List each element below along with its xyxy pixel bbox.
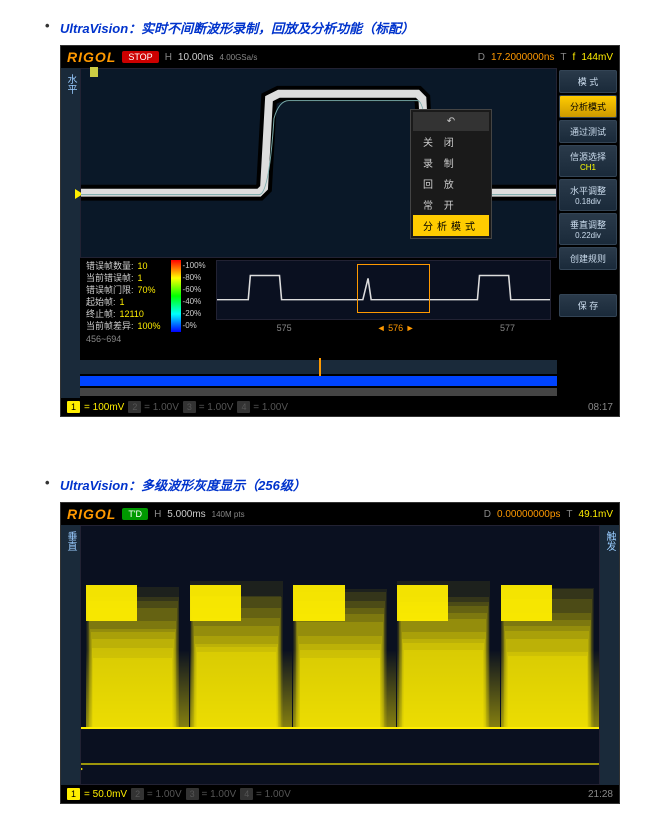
ch4[interactable]: 4 = 1.00V [240, 789, 291, 800]
context-menu: ↶ 关 闭 录 制 回 放 常 开 分析模式 [410, 109, 492, 239]
menu-source[interactable]: 信源选择 CH1 [559, 145, 617, 177]
stat-value: 70% [138, 284, 156, 296]
ch4[interactable]: 4 = 1.00V [237, 402, 288, 413]
trig-f: f [573, 52, 576, 63]
logo: RIGOL [67, 49, 116, 65]
clock: 21:28 [588, 789, 613, 800]
ctx-always-on[interactable]: 常 开 [413, 194, 489, 215]
ch2[interactable]: 2 = 1.00V [131, 789, 182, 800]
stat-value: 1 [120, 296, 125, 308]
stat-label: 错误帧数量: [86, 260, 134, 272]
menu-hadj[interactable]: 水平调整 0.18div [559, 179, 617, 211]
ch1-value: = 100mV [84, 402, 124, 413]
menu-mode[interactable]: 模 式 [559, 70, 617, 93]
h-label: H [165, 52, 172, 63]
oscilloscope-2: RIGOL T'D H 5.000ms 140M pts D 0.0000000… [60, 502, 620, 804]
timeline-3[interactable] [80, 388, 557, 396]
menu-passtest[interactable]: 通过测试 [559, 120, 617, 143]
axis-tick: ◄ 576 ► [377, 323, 415, 333]
oscilloscope-1: RIGOL STOP H 10.00ns 4.00GSa/s D 17.2000… [60, 45, 620, 417]
sample-rate: 4.00GSa/s [220, 53, 258, 62]
baseline-2 [81, 763, 599, 765]
status-badge: STOP [122, 51, 158, 63]
section-title-1: UltraVision：实时不间断波形录制，回放及分析功能（标配） [60, 18, 644, 37]
ch3[interactable]: 3 = 1.00V [186, 789, 237, 800]
main-display: ↶ 关 闭 录 制 回 放 常 开 分析模式 错误帧数量: 10 当前错误帧: 1 … [80, 68, 557, 398]
channel-row: 1 = 50.0mV 2 = 1.00V 3 = 1.00V 4 = 1.00V… [61, 785, 619, 803]
ch1-badge[interactable]: 1 [67, 788, 80, 800]
menu-vadj[interactable]: 垂直调整 0.22div [559, 213, 617, 245]
ch1-value: = 50.0mV [84, 789, 127, 800]
axis-tick: 575 [277, 323, 292, 333]
waveform-grid-2[interactable] [80, 525, 600, 785]
stat-label: 错误帧门限: [86, 284, 134, 296]
stat-value: 10 [138, 260, 148, 272]
menu-save[interactable]: 保 存 [559, 294, 617, 317]
scope-header: RIGOL T'D H 5.000ms 140M pts D 0.0000000… [61, 503, 619, 525]
timebase-value: 10.00ns [178, 52, 214, 63]
selection-box[interactable] [357, 264, 430, 313]
logo: RIGOL [67, 506, 116, 522]
stat-value: 1 [138, 272, 143, 284]
stats-labels: 错误帧数量: 10 当前错误帧: 1 错误帧门限: 70% 起始帧: 1 终止帧: 121… [86, 260, 161, 332]
d-label: D [484, 509, 491, 520]
status-badge: T'D [122, 508, 148, 520]
ctx-close[interactable]: 关 闭 [413, 131, 489, 152]
stats-panel: 错误帧数量: 10 当前错误帧: 1 错误帧门限: 70% 起始帧: 1 终止帧: 121… [80, 258, 557, 334]
waveform-grid[interactable]: ↶ 关 闭 录 制 回 放 常 开 分析模式 [80, 68, 557, 258]
section-title-2: UltraVision：多级波形灰度显示（256级） [60, 475, 644, 494]
menu-createrule[interactable]: 创建规则 [559, 247, 617, 270]
mini-waveform[interactable]: 575 ◄ 576 ► 577 [216, 260, 551, 320]
t-label: T [566, 509, 572, 520]
stat-value: 100% [138, 320, 161, 332]
trig-level: 49.1mV [579, 509, 613, 520]
ctx-analysis[interactable]: 分析模式 [413, 215, 489, 236]
timebase-value: 5.000ms [167, 509, 205, 520]
ch3[interactable]: 3 = 1.00V [183, 402, 234, 413]
ctx-playback[interactable]: 回 放 [413, 173, 489, 194]
frame-range: 456~694 [80, 334, 557, 344]
stat-label: 当前帧差异: [86, 320, 134, 332]
channel-pointer [80, 764, 83, 774]
ch2[interactable]: 2 = 1.00V [128, 402, 179, 413]
t-label: T [560, 52, 566, 63]
ch1-badge[interactable]: 1 [67, 401, 80, 413]
axis-tick: 577 [500, 323, 515, 333]
side-label-left: 水平 [61, 68, 80, 398]
stat-label: 起始帧: [86, 296, 116, 308]
side-label-right: 触发 [600, 525, 619, 785]
scope-header: RIGOL STOP H 10.00ns 4.00GSa/s D 17.2000… [61, 46, 619, 68]
ctx-record[interactable]: 录 制 [413, 152, 489, 173]
stat-label: 终止帧: [86, 308, 116, 320]
right-menu: 模 式 分析模式 通过测试 信源选择 CH1 水平调整 0.18div 垂直调整… [557, 68, 619, 398]
scale-labels: -100% -80% -60% -40% -20% -0% [183, 260, 206, 332]
return-icon[interactable]: ↶ [413, 112, 489, 131]
timeline-2[interactable] [80, 376, 557, 386]
channel-row: 1 = 100mV 2 = 1.00V 3 = 1.00V 4 = 1.00V … [61, 398, 619, 416]
clock: 08:17 [588, 402, 613, 413]
trig-level: 144mV [581, 52, 613, 63]
delay-value: 17.2000000ns [491, 52, 554, 63]
d-label: D [478, 52, 485, 63]
stat-label: 当前错误帧: [86, 272, 134, 284]
menu-analysis[interactable]: 分析模式 [559, 95, 617, 118]
delay-value: 0.00000000ps [497, 509, 560, 520]
baseline-1 [81, 727, 599, 729]
timeline-1[interactable] [80, 360, 557, 374]
intensity-scale [171, 260, 181, 332]
stat-value: 12110 [120, 308, 144, 320]
pts: 140M pts [212, 510, 245, 519]
side-label-left: 垂直 [61, 525, 80, 785]
h-label: H [154, 509, 161, 520]
